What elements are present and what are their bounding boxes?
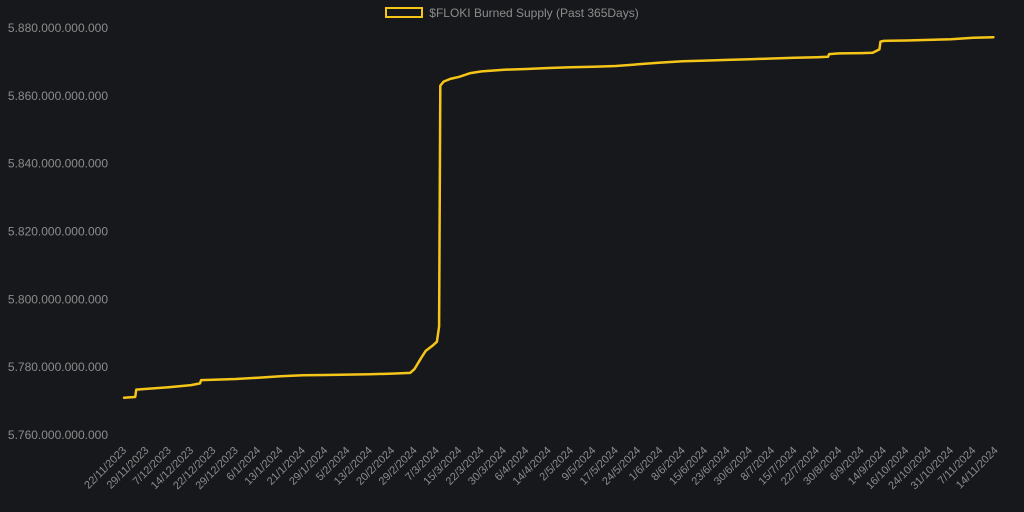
y-tick-label: 5.880.000.000.000 — [8, 21, 108, 35]
series-line[interactable] — [122, 35, 995, 399]
legend: $FLOKI Burned Supply (Past 365Days) — [0, 5, 1024, 23]
legend-label: $FLOKI Burned Supply (Past 365Days) — [429, 5, 639, 20]
y-tick-label: 5.800.000.000.000 — [8, 292, 108, 306]
legend-swatch — [385, 7, 424, 18]
y-tick-label: 5.820.000.000.000 — [8, 225, 108, 239]
y-tick-label: 5.840.000.000.000 — [8, 157, 108, 171]
y-tick-label: 5.780.000.000.000 — [8, 360, 108, 374]
y-tick-label: 5.760.000.000.000 — [8, 428, 108, 442]
y-tick-label: 5.860.000.000.000 — [8, 89, 108, 103]
legend-item[interactable]: $FLOKI Burned Supply (Past 365Days) — [385, 5, 639, 20]
